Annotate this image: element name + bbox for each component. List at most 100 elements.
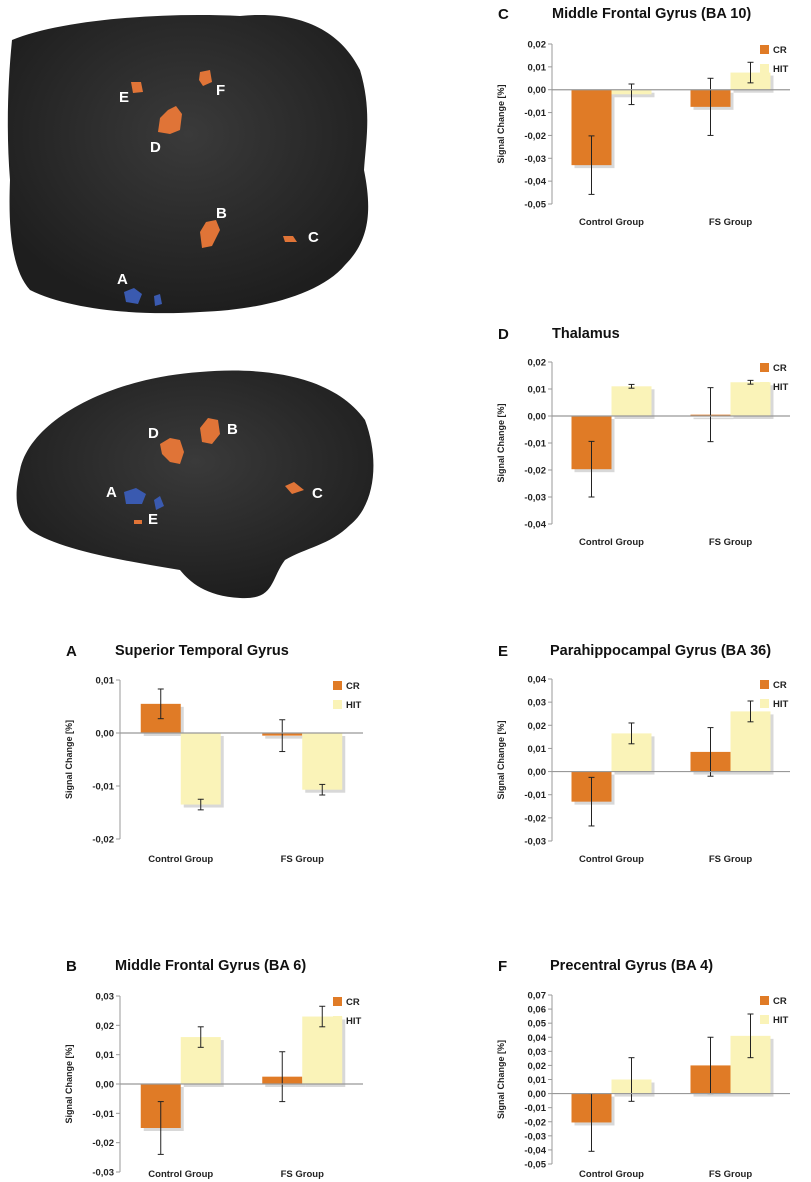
- cluster-d-bottom: [160, 438, 184, 464]
- y-axis-label: Signal Change [%]: [64, 720, 74, 799]
- cluster-e-bottom: [134, 520, 142, 524]
- y-tick-label: 0,00: [528, 767, 547, 778]
- category-label: Control Group: [579, 537, 644, 548]
- y-tick-label: -0,01: [524, 790, 546, 801]
- y-tick-label: -0,04: [524, 177, 546, 188]
- brain-label-bottom-c: C: [312, 485, 323, 502]
- y-axis-label: Signal Change [%]: [64, 1044, 74, 1123]
- panel-d: D Thalamus 0,02 0,01 0,00 -0,01 -0,02 -0,03 -0…: [490, 326, 810, 552]
- y-tick-label: 0,02: [528, 1061, 547, 1072]
- chart-a: 0,01 0,00 -0,01 -0,02 Signal Change [%] Contr…: [64, 676, 363, 865]
- y-tick-label: 0,00: [96, 1080, 115, 1091]
- cluster-a-bottom: [124, 488, 146, 504]
- panel-letter: C: [498, 6, 509, 23]
- y-tick-label: 0,01: [528, 744, 547, 755]
- y-tick-label: -0,05: [524, 1160, 546, 1171]
- y-axis-label: Signal Change [%]: [496, 720, 506, 799]
- y-tick-label: -0,02: [92, 1138, 114, 1149]
- panel-e: E Parahippocampal Gyrus (BA 36) 0,04 0,03…: [490, 643, 810, 869]
- brain-top-view: [7, 14, 369, 314]
- category-label: Control Group: [148, 1169, 213, 1180]
- y-tick-label: 0,02: [528, 358, 547, 369]
- category-label: FS Group: [709, 537, 752, 548]
- category-label: FS Group: [709, 217, 752, 228]
- category-label: FS Group: [281, 1169, 324, 1180]
- legend-swatch-cr: [760, 680, 769, 689]
- y-tick-label: -0,03: [524, 837, 546, 848]
- panel-f: F Precentral Gyrus (BA 4) 0,07 0,06 0,05 0,…: [490, 958, 810, 1182]
- y-tick-label: -0,05: [524, 200, 546, 211]
- cluster-f-top: [199, 70, 212, 86]
- y-tick-label: -0,02: [524, 131, 546, 142]
- panel-letter: F: [498, 958, 508, 975]
- panel-title: Superior Temporal Gyrus: [115, 643, 289, 659]
- bar-hit: [302, 1016, 343, 1084]
- category-label: Control Group: [579, 854, 644, 865]
- y-tick-label: -0,01: [524, 108, 546, 119]
- category-label: FS Group: [281, 854, 324, 865]
- y-tick-label: 0,05: [528, 1019, 547, 1030]
- y-tick-label: 0,00: [528, 1089, 547, 1100]
- brain-label-bottom-a: A: [106, 484, 117, 501]
- legend-label-cr: CR: [773, 45, 787, 56]
- brain-label-top-c: C: [308, 229, 319, 246]
- legend-label-hit: HIT: [773, 699, 789, 710]
- legend-swatch-cr: [760, 45, 769, 54]
- y-tick-label: 0,01: [96, 676, 115, 687]
- y-tick-label: 0,03: [96, 992, 115, 1003]
- y-tick-label: -0,01: [524, 439, 546, 450]
- y-tick-label: -0,01: [524, 1103, 546, 1114]
- bar-hit: [180, 733, 221, 805]
- y-tick-label: 0,00: [96, 729, 115, 740]
- y-tick-label: -0,01: [92, 1109, 114, 1120]
- y-tick-label: -0,03: [524, 154, 546, 165]
- panel-letter: E: [498, 643, 509, 660]
- panel-title: Middle Frontal Gyrus (BA 10): [552, 6, 752, 22]
- y-tick-label: 0,01: [528, 1075, 547, 1086]
- legend-label-cr: CR: [773, 363, 787, 374]
- y-tick-label: 0,07: [528, 991, 547, 1002]
- bar-shadow: [614, 92, 655, 98]
- bar-shadow: [265, 736, 306, 739]
- cluster-b-bottom: [200, 418, 220, 444]
- category-label: Control Group: [148, 854, 213, 865]
- y-tick-label: 0,02: [96, 1021, 115, 1032]
- panel-b: B Middle Frontal Gyrus (BA 6) 0,03 0,02 0,…: [58, 958, 388, 1182]
- legend-swatch-cr: [333, 681, 342, 690]
- panel-letter: D: [498, 326, 509, 343]
- chart-f: 0,07 0,06 0,05 0,04 0,03 0,02 0,01 0,00 -0,01 -0,…: [496, 991, 790, 1180]
- brain-label-top-f: F: [216, 82, 225, 99]
- brain-lateral-view: [16, 370, 374, 599]
- cluster-a2-bottom: [154, 496, 164, 510]
- y-axis-label: Signal Change [%]: [496, 403, 506, 482]
- category-label: FS Group: [709, 854, 752, 865]
- y-tick-label: -0,04: [524, 520, 546, 531]
- brain-label-top-a: A: [117, 271, 128, 288]
- panel-title: Precentral Gyrus (BA 4): [550, 958, 714, 974]
- cluster-e-top: [131, 82, 143, 93]
- y-tick-label: -0,03: [524, 493, 546, 504]
- legend-label-cr: CR: [346, 997, 360, 1008]
- legend-label-hit: HIT: [773, 64, 789, 75]
- legend-label-hit: HIT: [773, 382, 789, 393]
- legend-label-hit: HIT: [346, 1016, 362, 1027]
- brain-label-bottom-b: B: [227, 421, 238, 438]
- bar-hit: [302, 733, 343, 790]
- brain-label-top-d: D: [150, 139, 161, 156]
- y-tick-label: -0,02: [524, 466, 546, 477]
- y-axis-label: Signal Change [%]: [496, 1040, 506, 1119]
- legend-label-cr: CR: [773, 680, 787, 691]
- legend-swatch-cr: [760, 996, 769, 1005]
- panel-c: C Middle Frontal Gyrus (BA 10) 0,02 0,01 0…: [490, 6, 810, 232]
- panel-letter: B: [66, 958, 77, 975]
- y-axis-label: Signal Change [%]: [496, 84, 506, 163]
- y-tick-label: -0,01: [92, 782, 114, 793]
- cluster-d-top: [158, 106, 182, 134]
- legend-label-hit: HIT: [773, 1015, 789, 1026]
- legend-swatch-hit: [760, 382, 769, 391]
- legend-swatch-hit: [333, 1016, 342, 1025]
- chart-d: 0,02 0,01 0,00 -0,01 -0,02 -0,03 -0,04 Signal C…: [496, 358, 790, 548]
- cluster-a2-top: [154, 294, 162, 306]
- cluster-b-top: [200, 220, 220, 248]
- category-label: Control Group: [579, 1169, 644, 1180]
